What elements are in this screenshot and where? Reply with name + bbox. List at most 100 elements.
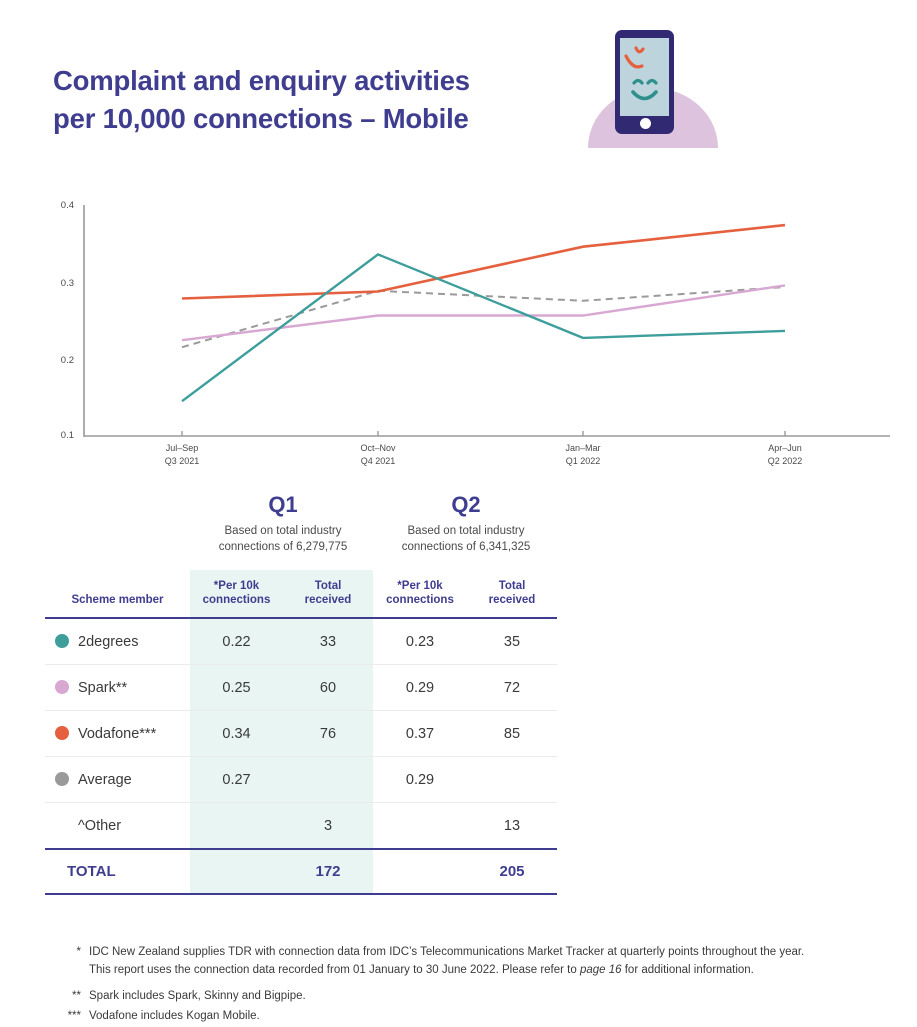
footnote-text-line-1: IDC New Zealand supplies TDR with connec… (89, 946, 805, 958)
quarter-heading-q1: Q1 Based on total industry connections o… (190, 492, 376, 555)
line-chart: 0.4 0.3 0.2 0.1 Jul–Sep Q3 2021 Oct–Nov … (0, 190, 917, 475)
table-row: ^Other 3 13 (45, 802, 557, 850)
cell-q2-per-10k: 0.23 (373, 618, 467, 665)
x-tick-period: Apr–Jun (768, 443, 802, 453)
header-line-2: connections (202, 594, 271, 606)
y-axis-tick-label: 0.1 (60, 430, 74, 441)
cell-q1-per-10k: 0.27 (190, 756, 283, 803)
quarter-label: Q1 (268, 492, 298, 517)
x-tick-quarter: Q3 2021 (164, 456, 200, 466)
footnote-text: Spark includes Spark, Skinny and Bigpipe… (89, 990, 306, 1002)
footnote-page-ref: page 16 (579, 963, 622, 976)
cell-q1-per-10k: 0.25 (190, 664, 283, 711)
cell-total-q2: 205 (467, 848, 557, 895)
x-axis-tick-label: Jul–Sep Q3 2021 (127, 442, 237, 468)
cell-q2-total (467, 756, 557, 803)
cell-q1-total (283, 756, 373, 803)
x-tick-period: Oct–Nov (360, 443, 396, 453)
footnote-text-line-2: This report uses the connection data rec… (89, 962, 905, 980)
footnote-marker: *** (67, 1009, 81, 1022)
quarter-subtext: Based on total industry connections of 6… (190, 523, 376, 555)
header-line-1: *Per 10k (397, 580, 443, 592)
cell-total-q1: 172 (283, 848, 373, 895)
page-title: Complaint and enquiry activities per 10,… (53, 62, 573, 138)
x-tick-period: Jul–Sep (165, 443, 199, 453)
table-row: Vodafone*** 0.34 76 0.37 85 (45, 710, 557, 757)
member-name: Average (78, 771, 132, 788)
column-header-scheme-member: Scheme member (45, 570, 190, 619)
cell-total-q2-per (373, 848, 467, 895)
y-axis-tick-label: 0.4 (60, 200, 74, 211)
footnote-marker: ** (72, 990, 81, 1002)
x-tick-quarter: Q1 2022 (565, 456, 601, 466)
table-row: 2degrees 0.22 33 0.23 35 (45, 618, 557, 665)
x-axis-tick-label: Apr–Jun Q2 2022 (730, 442, 840, 468)
column-header-q2-total-received: Total received (467, 570, 557, 619)
quarter-label: Q2 (451, 492, 481, 517)
cell-q2-per-10k (373, 803, 467, 850)
y-axis-tick-label: 0.2 (60, 355, 74, 366)
phone-frame-icon (615, 30, 674, 134)
table-body: 2degrees 0.22 33 0.23 35 Spark** 0.25 60… (45, 618, 557, 895)
scheme-member-table: Scheme member *Per 10k connections Total… (45, 570, 557, 895)
legend-dot-icon (55, 771, 69, 786)
member-name: Spark** (78, 679, 128, 696)
table-header: Scheme member *Per 10k connections Total… (45, 570, 557, 619)
quarter-subtext: Based on total industry connections of 6… (373, 523, 559, 555)
quarter-subtext-line-1: Based on total industry (224, 525, 342, 537)
column-header-q1-total-received: Total received (283, 570, 373, 619)
header-line-2: received (488, 594, 536, 606)
cell-q1-per-10k: 0.22 (190, 618, 283, 665)
column-header-q1-per-10k: *Per 10k connections (190, 570, 283, 619)
footnote-item: *** Vodafone includes Kogan Mobile. (55, 1008, 905, 1026)
page-header: Complaint and enquiry activities per 10,… (0, 0, 917, 175)
header-line-2: connections (386, 594, 454, 606)
x-tick-quarter: Q4 2021 (360, 456, 396, 466)
footnote-text: IDC New Zealand supplies TDR with connec… (89, 944, 905, 979)
x-axis-tick-label: Oct–Nov Q4 2021 (323, 442, 433, 468)
table-row: Spark** 0.25 60 0.29 72 (45, 664, 557, 711)
y-axis-tick-label: 0.3 (60, 278, 74, 289)
series-line-vodafone (181, 223, 786, 300)
cell-scheme-member: ^Other (45, 803, 190, 850)
footnote-spacer (55, 981, 905, 988)
cell-scheme-member: Average (45, 756, 190, 803)
x-tick-period: Jan–Mar (565, 443, 601, 453)
column-header-q2-per-10k: *Per 10k connections (373, 570, 467, 619)
quarter-subtext-line-2: connections of 6,341,325 (401, 541, 531, 553)
table-header-row: Scheme member *Per 10k connections Total… (45, 570, 557, 619)
cell-q1-per-10k (190, 802, 283, 849)
cell-scheme-member: Vodafone*** (45, 710, 190, 757)
header-line-1: Total (498, 580, 526, 592)
member-name: ^Other (78, 817, 122, 834)
cell-q1-per-10k: 0.34 (190, 710, 283, 757)
x-tick-quarter: Q2 2022 (767, 456, 803, 466)
cell-q1-total: 33 (283, 618, 373, 665)
phone-screen (620, 38, 669, 116)
member-name: 2degrees (78, 633, 139, 650)
cell-q2-per-10k: 0.29 (373, 756, 467, 803)
header-line-2: received (304, 594, 352, 606)
quarter-heading-q2: Q2 Based on total industry connections o… (373, 492, 559, 555)
phone-home-button-icon (639, 118, 651, 129)
cell-scheme-member: 2degrees (45, 618, 190, 665)
member-name: Vodafone*** (78, 725, 157, 742)
cell-scheme-member: Spark** (45, 664, 190, 711)
smiley-face-icon (624, 46, 658, 101)
footnote-marker: * (76, 946, 81, 958)
table-total-row: TOTAL 172 205 (45, 848, 557, 895)
data-table-block: Q1 Based on total industry connections o… (45, 492, 557, 895)
cell-total-label: TOTAL (45, 848, 190, 895)
x-axis-tick-label: Jan–Mar Q1 2022 (528, 442, 638, 468)
legend-dot-icon (55, 679, 69, 694)
footnote-item: * IDC New Zealand supplies TDR with conn… (55, 944, 905, 979)
footnote-text-after: for additional information. (621, 963, 754, 976)
cell-q2-total: 72 (467, 664, 557, 711)
line-chart-canvas (83, 205, 890, 437)
quarter-subtext-line-1: Based on total industry (407, 525, 525, 537)
page-title-line-2: per 10,000 connections – Mobile (53, 103, 469, 134)
mobile-phone-smiley-illustration (588, 30, 718, 148)
cell-q1-total: 3 (283, 802, 373, 849)
table-row: Average 0.27 0.29 (45, 756, 557, 803)
cell-q2-per-10k: 0.37 (373, 710, 467, 757)
